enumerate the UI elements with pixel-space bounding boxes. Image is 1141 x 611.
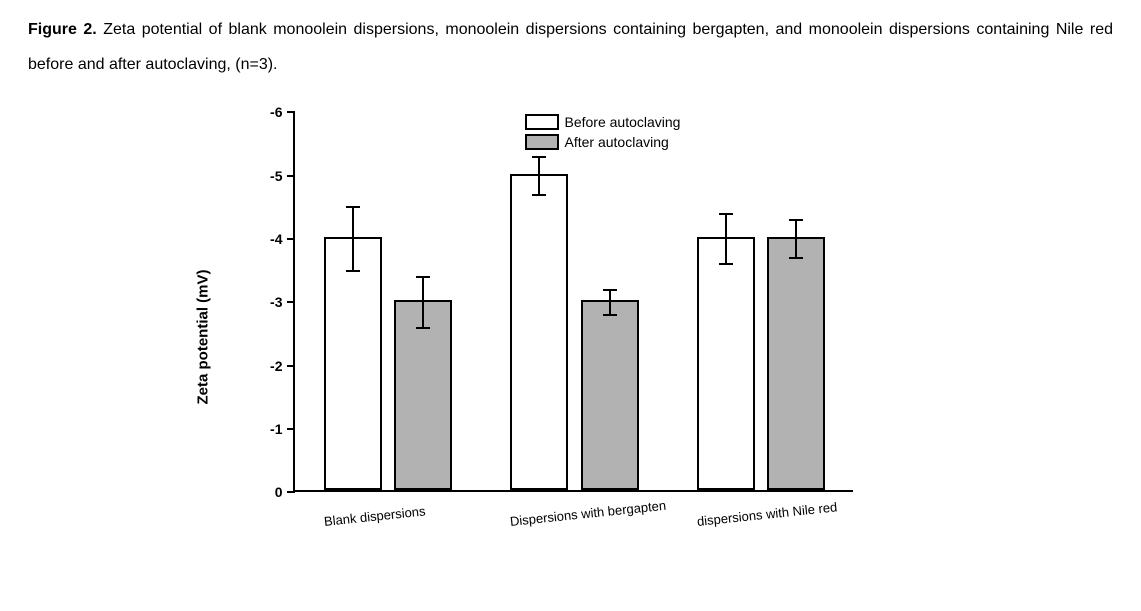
error-bar <box>422 277 424 328</box>
figure-label: Figure 2. <box>28 21 97 38</box>
legend-label: After autoclaving <box>565 132 669 152</box>
legend-swatch <box>525 114 559 130</box>
error-bar <box>538 157 540 195</box>
bar <box>394 300 452 490</box>
legend-label: Before autoclaving <box>565 112 681 132</box>
y-tick-label: -6 <box>270 104 282 120</box>
x-category-label: Dispersions with bergapten <box>509 498 667 529</box>
bar <box>697 237 755 490</box>
figure-caption: Figure 2. Zeta potential of blank monool… <box>0 0 1141 82</box>
error-cap <box>789 257 803 259</box>
error-cap <box>346 270 360 272</box>
error-cap <box>346 206 360 208</box>
bar <box>581 300 639 490</box>
y-tick <box>287 491 295 493</box>
y-tick <box>287 428 295 430</box>
bar <box>324 237 382 490</box>
plot-area: Before autoclavingAfter autoclaving 0-1-… <box>293 112 853 492</box>
y-tick-label: 0 <box>275 484 283 500</box>
y-axis-label: Zeta potential (mV) <box>194 270 211 405</box>
error-cap <box>416 327 430 329</box>
y-tick-label: -3 <box>270 294 282 310</box>
error-cap <box>719 263 733 265</box>
legend: Before autoclavingAfter autoclaving <box>525 112 681 152</box>
x-category-label: dispersions with Nile red <box>696 500 838 530</box>
y-tick <box>287 175 295 177</box>
figure-caption-text: Zeta potential of blank monoolein disper… <box>28 21 1113 73</box>
y-tick-label: -2 <box>270 358 282 374</box>
bar <box>510 174 568 491</box>
x-category-label: Blank dispersions <box>323 504 426 530</box>
y-tick-label: -5 <box>270 168 282 184</box>
error-cap <box>603 314 617 316</box>
error-cap <box>416 276 430 278</box>
legend-item: After autoclaving <box>525 132 681 152</box>
y-tick <box>287 111 295 113</box>
error-bar <box>795 220 797 258</box>
legend-swatch <box>525 134 559 150</box>
y-tick <box>287 238 295 240</box>
y-tick-label: -1 <box>270 421 282 437</box>
error-cap <box>532 156 546 158</box>
error-bar <box>725 214 727 265</box>
y-tick <box>287 301 295 303</box>
error-cap <box>532 194 546 196</box>
y-tick <box>287 365 295 367</box>
chart-container: Zeta potential (mV) Before autoclavingAf… <box>221 102 921 572</box>
error-bar <box>609 290 611 315</box>
bar <box>767 237 825 490</box>
legend-item: Before autoclaving <box>525 112 681 132</box>
y-tick-label: -4 <box>270 231 282 247</box>
error-cap <box>719 213 733 215</box>
error-cap <box>603 289 617 291</box>
error-bar <box>352 207 354 270</box>
error-cap <box>789 219 803 221</box>
